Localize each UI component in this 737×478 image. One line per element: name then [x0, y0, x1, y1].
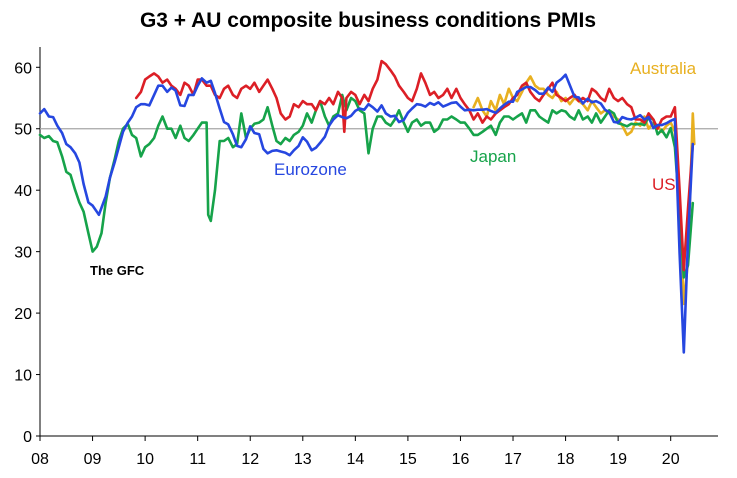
y-tick-label: 10	[14, 368, 32, 385]
series-labels: Eurozone Japan US Australia	[274, 59, 697, 194]
gfc-annotation: The GFC	[90, 263, 145, 278]
x-tick-label: 15	[399, 451, 417, 468]
y-tick-label: 0	[23, 429, 32, 446]
y-tick-label: 40	[14, 183, 32, 200]
y-tick-label: 30	[14, 245, 32, 262]
series-line-japan	[38, 93, 695, 279]
x-tick-label: 10	[136, 451, 154, 468]
x-tick-label: 17	[504, 451, 522, 468]
y-axis: 0 10 20 30 40 50 60	[14, 47, 41, 446]
x-tick-label: 14	[346, 451, 364, 468]
x-tick-label: 19	[609, 451, 627, 468]
x-tick-label: 16	[452, 451, 470, 468]
y-tick-label: 20	[14, 306, 32, 323]
series-label-eurozone: Eurozone	[274, 160, 347, 179]
series-label-us: US	[652, 175, 676, 194]
x-tick-label: 18	[557, 451, 575, 468]
chart-title: G3 + AU composite business conditions PM…	[140, 9, 596, 32]
series-line-eurozone	[38, 73, 695, 354]
x-tick-label: 08	[31, 451, 49, 468]
x-tick-label: 13	[294, 451, 312, 468]
series-lines	[38, 59, 696, 354]
x-tick-label: 20	[662, 451, 680, 468]
y-tick-label: 50	[14, 122, 32, 139]
y-tick-label: 60	[14, 60, 32, 77]
x-tick-label: 12	[241, 451, 259, 468]
series-label-australia: Australia	[630, 59, 697, 78]
series-line-australia	[472, 75, 696, 306]
x-tick-label: 09	[84, 451, 102, 468]
x-tick-label: 11	[189, 451, 206, 468]
series-label-japan: Japan	[470, 147, 516, 166]
x-axis: 08 09 10 11 12 13 14 15 16 17 18 19 20	[31, 435, 718, 468]
series-line-us	[134, 59, 695, 272]
